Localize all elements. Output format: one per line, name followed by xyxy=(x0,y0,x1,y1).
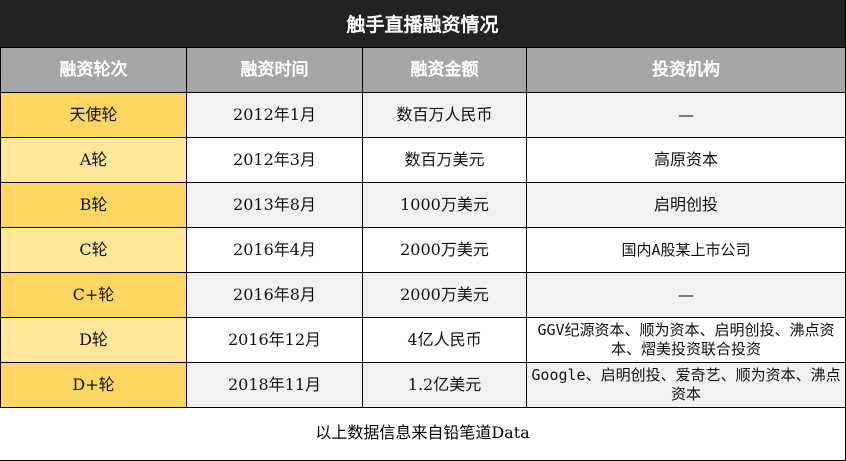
amount-cell: 1.2亿美元 xyxy=(362,362,527,408)
investors-cell: 国内A股某上市公司 xyxy=(526,227,846,273)
round-cell: A轮 xyxy=(0,137,187,183)
round-cell: C轮 xyxy=(0,227,187,273)
date-cell: 2016年12月 xyxy=(186,317,363,363)
amount-cell: 数百万人民币 xyxy=(362,92,527,138)
date-cell: 2018年11月 xyxy=(186,362,363,408)
investors-cell: 高原资本 xyxy=(526,137,846,183)
source-note: 以上数据信息来自铅笔道Data xyxy=(315,422,530,442)
table-row: D+轮 2018年11月 1.2亿美元 Google、启明创投、爱奇艺、顺为资本、沸点… xyxy=(0,362,846,408)
date-cell: 2013年8月 xyxy=(186,182,363,228)
table-row: A轮 2012年3月 数百万美元 高原资本 xyxy=(0,137,846,183)
header-investors: 投资机构 xyxy=(526,47,846,93)
amount-cell: 1000万美元 xyxy=(362,182,527,228)
header-amount: 融资金额 xyxy=(362,47,527,93)
date-cell: 2012年3月 xyxy=(186,137,363,183)
table-row: B轮 2013年8月 1000万美元 启明创投 xyxy=(0,182,846,228)
amount-cell: 数百万美元 xyxy=(362,137,527,183)
investors-cell: 启明创投 xyxy=(526,182,846,228)
date-cell: 2016年4月 xyxy=(186,227,363,273)
amount-cell: 2000万美元 xyxy=(362,227,527,273)
header-date: 融资时间 xyxy=(186,47,363,93)
round-cell: 天使轮 xyxy=(0,92,187,138)
investors-cell: — xyxy=(526,272,846,318)
header-row: 融资轮次 融资时间 融资金额 投资机构 xyxy=(0,47,846,93)
amount-cell: 4亿人民币 xyxy=(362,317,527,363)
table-row: C轮 2016年4月 2000万美元 国内A股某上市公司 xyxy=(0,227,846,273)
investors-cell: — xyxy=(526,92,846,138)
investors-cell: GGV纪源资本、顺为资本、启明创投、沸点资本、熠美投资联合投资 xyxy=(526,317,846,363)
funding-table: 融资轮次 融资时间 融资金额 投资机构 天使轮 2012年1月 数百万人民币 — A轮 2… xyxy=(0,47,846,408)
round-cell: D+轮 xyxy=(0,362,187,408)
investors-cell: Google、启明创投、爱奇艺、顺为资本、沸点资本 xyxy=(526,362,846,408)
round-cell: C+轮 xyxy=(0,272,187,318)
header-round: 融资轮次 xyxy=(0,47,187,93)
round-cell: B轮 xyxy=(0,182,187,228)
date-cell: 2016年8月 xyxy=(186,272,363,318)
round-cell: D轮 xyxy=(0,317,187,363)
table-row: C+轮 2016年8月 2000万美元 — xyxy=(0,272,846,318)
table-title: 触手直播融资情况 xyxy=(0,0,845,47)
table-row: 天使轮 2012年1月 数百万人民币 — xyxy=(0,92,846,138)
table-row: D轮 2016年12月 4亿人民币 GGV纪源资本、顺为资本、启明创投、沸点资本、熠美… xyxy=(0,317,846,363)
amount-cell: 2000万美元 xyxy=(362,272,527,318)
date-cell: 2012年1月 xyxy=(186,92,363,138)
